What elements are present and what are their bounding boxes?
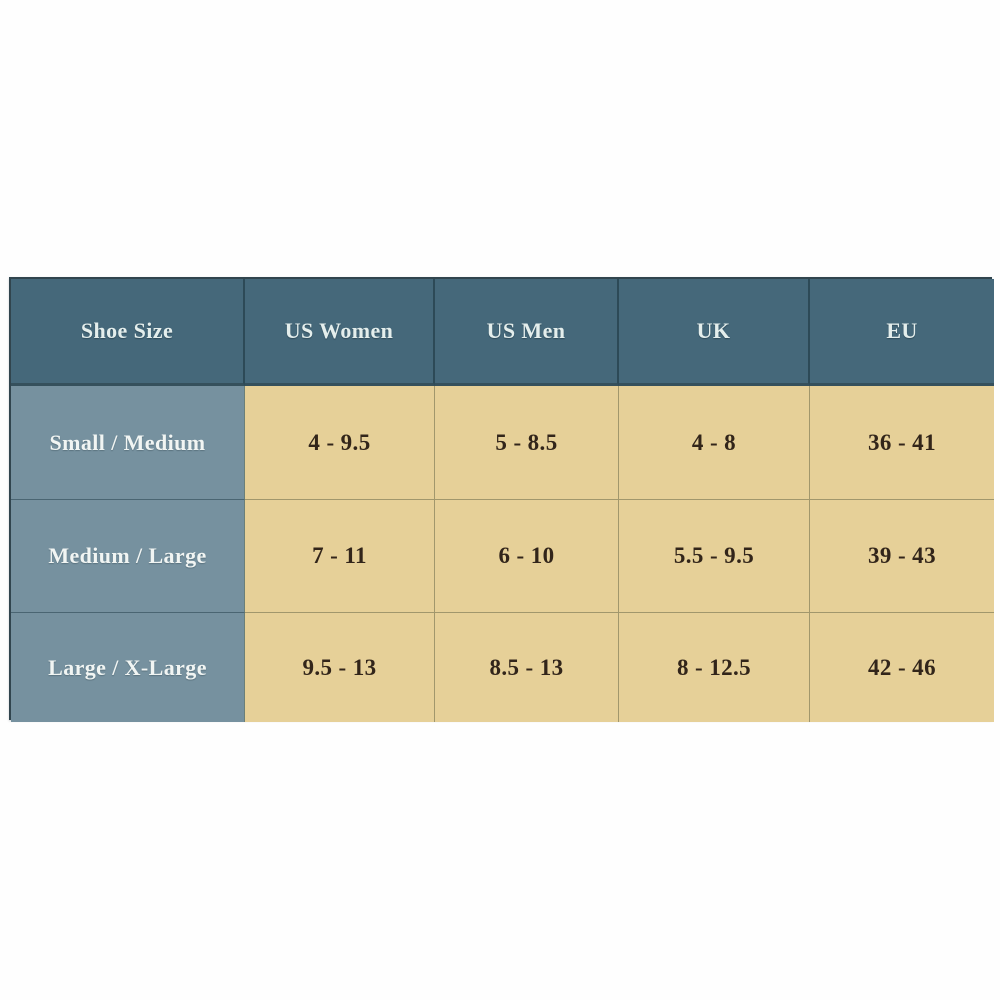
cell-large-xlarge-uk: 8 - 12.5 (619, 613, 810, 722)
cell-small-medium-uk: 4 - 8 (619, 386, 810, 500)
cell-small-medium-eu: 36 - 41 (810, 386, 994, 500)
cell-medium-large-us-men: 6 - 10 (435, 500, 619, 613)
cell-small-medium-us-women: 4 - 9.5 (245, 386, 435, 500)
header-cell-us-women: US Women (245, 279, 435, 386)
cell-medium-large-us-women: 7 - 11 (245, 500, 435, 613)
row-label-medium-large: Medium / Large (11, 500, 245, 613)
header-cell-uk: UK (619, 279, 810, 386)
header-cell-us-men: US Men (435, 279, 619, 386)
cell-large-xlarge-eu: 42 - 46 (810, 613, 994, 722)
row-label-large-xlarge: Large / X-Large (11, 613, 245, 722)
header-cell-eu: EU (810, 279, 994, 386)
header-cell-shoe-size: Shoe Size (11, 279, 245, 386)
cell-small-medium-us-men: 5 - 8.5 (435, 386, 619, 500)
row-label-small-medium: Small / Medium (11, 386, 245, 500)
cell-medium-large-uk: 5.5 - 9.5 (619, 500, 810, 613)
shoe-size-conversion-table: Shoe Size US Women US Men UK EU Small / … (9, 277, 994, 722)
cell-medium-large-eu: 39 - 43 (810, 500, 994, 613)
cell-large-xlarge-us-men: 8.5 - 13 (435, 613, 619, 722)
cell-large-xlarge-us-women: 9.5 - 13 (245, 613, 435, 722)
